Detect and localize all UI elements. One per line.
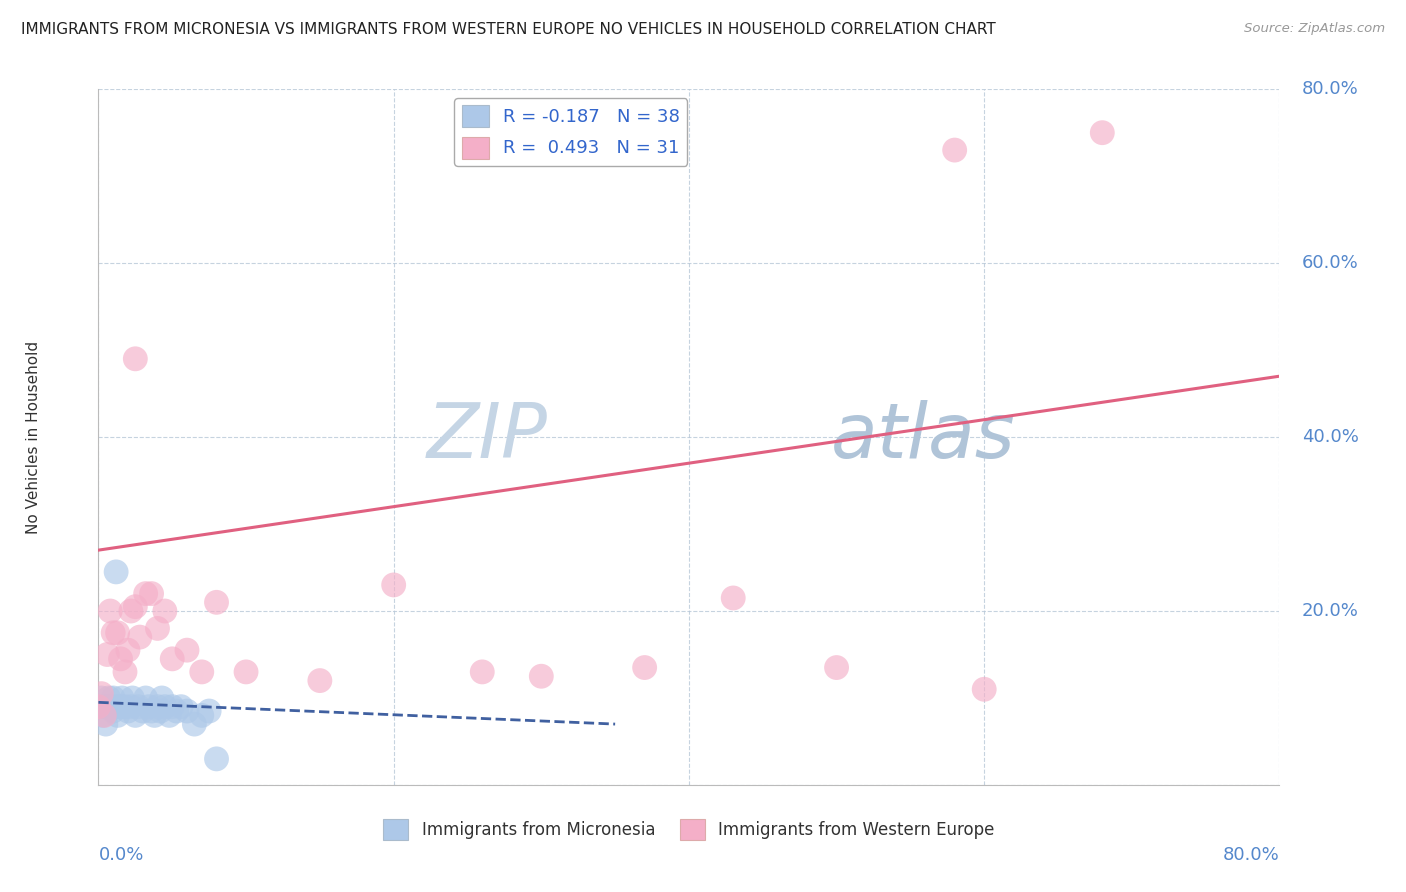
Point [91, 708, 114, 723]
Legend: Immigrants from Micronesia, Immigrants from Western Europe: Immigrants from Micronesia, Immigrants f… [377, 813, 1001, 847]
Point [127, 699, 149, 714]
Point [121, 690, 143, 705]
Point [162, 699, 183, 714]
Point [114, 699, 136, 714]
Point [105, 565, 128, 579]
Point [120, 604, 142, 618]
Point [198, 704, 221, 718]
Point [973, 682, 995, 697]
Point [471, 665, 494, 679]
Point [111, 690, 134, 705]
Text: 60.0%: 60.0% [1302, 254, 1358, 272]
Text: 80.0%: 80.0% [1223, 846, 1279, 863]
Point [107, 625, 129, 640]
Point [138, 699, 160, 714]
Point [141, 587, 163, 601]
Point [96, 648, 118, 662]
Point [157, 708, 180, 723]
Text: IMMIGRANTS FROM MICRONESIA VS IMMIGRANTS FROM WESTERN EUROPE NO VEHICLES IN HOUS: IMMIGRANTS FROM MICRONESIA VS IMMIGRANTS… [21, 22, 995, 37]
Point [117, 643, 139, 657]
Point [143, 708, 166, 723]
Point [634, 660, 657, 674]
Point [107, 708, 129, 723]
Point [124, 708, 146, 723]
Text: 80.0%: 80.0% [1302, 80, 1358, 98]
Point [124, 351, 146, 366]
Point [96, 699, 118, 714]
Point [105, 699, 128, 714]
Point [150, 690, 173, 705]
Point [530, 669, 553, 683]
Point [98, 604, 121, 618]
Point [90, 687, 112, 701]
Point [162, 652, 183, 666]
Point [98, 699, 121, 714]
Point [135, 690, 157, 705]
Point [191, 708, 214, 723]
Point [825, 660, 848, 674]
Point [183, 717, 205, 731]
Point [149, 704, 172, 718]
Point [87, 699, 110, 714]
Text: 40.0%: 40.0% [1302, 428, 1358, 446]
Point [94, 717, 117, 731]
Point [87, 699, 110, 714]
Point [110, 652, 132, 666]
Point [235, 665, 257, 679]
Point [117, 704, 139, 718]
Point [90, 690, 112, 705]
Point [176, 704, 198, 718]
Point [141, 704, 163, 718]
Point [1091, 126, 1114, 140]
Point [103, 690, 125, 705]
Point [124, 599, 146, 614]
Point [205, 595, 228, 609]
Point [170, 699, 193, 714]
Point [723, 591, 745, 605]
Point [205, 752, 228, 766]
Point [97, 690, 120, 705]
Point [153, 699, 176, 714]
Text: ZIP: ZIP [426, 401, 547, 474]
Point [110, 699, 132, 714]
Point [382, 578, 405, 592]
Point [114, 665, 136, 679]
Text: Source: ZipAtlas.com: Source: ZipAtlas.com [1244, 22, 1385, 36]
Point [191, 665, 214, 679]
Point [103, 704, 125, 718]
Point [93, 699, 115, 714]
Point [146, 699, 169, 714]
Point [166, 704, 188, 718]
Point [176, 643, 198, 657]
Text: 20.0%: 20.0% [1302, 602, 1358, 620]
Text: No Vehicles in Household: No Vehicles in Household [25, 341, 41, 533]
Point [135, 587, 157, 601]
Point [309, 673, 332, 688]
Point [943, 143, 966, 157]
Point [103, 625, 125, 640]
Point [153, 604, 176, 618]
Point [93, 708, 115, 723]
Point [128, 630, 150, 644]
Point [146, 621, 169, 635]
Text: atlas: atlas [831, 401, 1015, 474]
Text: 0.0%: 0.0% [98, 846, 143, 863]
Point [120, 699, 142, 714]
Point [132, 704, 155, 718]
